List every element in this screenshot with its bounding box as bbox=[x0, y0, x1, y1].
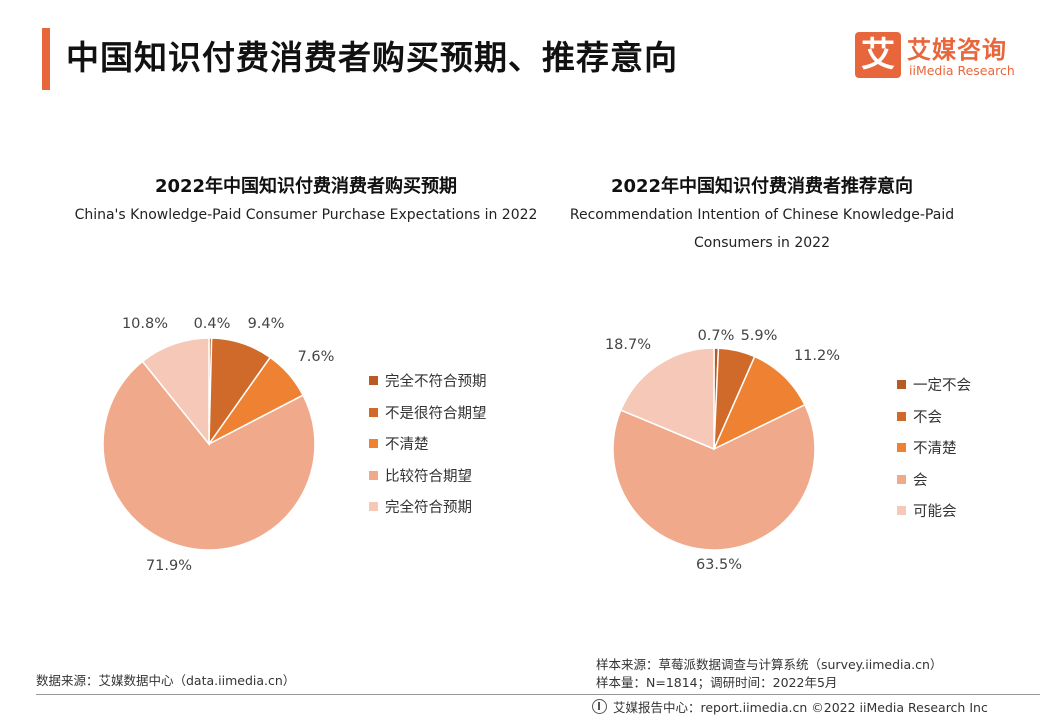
legend-label: 不是很符合期望 bbox=[385, 405, 487, 422]
chart1-title: 2022年中国知识付费消费者购买预期 bbox=[154, 176, 458, 197]
legend-label: 不清楚 bbox=[913, 441, 957, 458]
chart1-legend-item-2: 不清楚 bbox=[369, 428, 487, 460]
data-source: 数据来源：艾媒数据中心（data.iimedia.cn） bbox=[36, 673, 296, 688]
chart1-data-label-4: 10.8% bbox=[122, 316, 168, 332]
chart1-legend: 完全不符合预期 不是很符合期望 不清楚比较符合期望 完全符合预期 bbox=[369, 365, 487, 523]
legend-label: 不清楚 bbox=[385, 437, 429, 454]
chart2-data-label-4: 18.7% bbox=[605, 337, 651, 353]
legend-swatch bbox=[369, 407, 378, 417]
legend-swatch bbox=[897, 474, 906, 484]
chart1-legend-item-4: 完全符合预期 bbox=[369, 491, 487, 523]
chart2-legend: 一定不会不会不清楚会可能会 bbox=[897, 369, 971, 527]
chart2-data-label-0: 0.7% bbox=[698, 328, 735, 344]
sample-source: 样本来源：草莓派数据调查与计算系统（survey.iimedia.cn） 样本量… bbox=[596, 656, 942, 692]
chart2-legend-item-1: 不会 bbox=[897, 401, 971, 433]
chart2-data-label-2: 11.2% bbox=[794, 348, 840, 364]
chart2-subtitle: Recommendation Intention of Chinese Know… bbox=[569, 207, 955, 251]
legend-label: 一定不会 bbox=[913, 378, 971, 395]
report-center-icon bbox=[592, 699, 607, 714]
footer: 艾媒报告中心：report.iimedia.cn ©2022 iiMedia R… bbox=[592, 697, 988, 716]
legend-swatch bbox=[897, 380, 906, 390]
legend-label: 比较符合期望 bbox=[385, 468, 472, 485]
footer-divider bbox=[36, 694, 1040, 695]
legend-swatch bbox=[897, 411, 906, 421]
chart2-slice-4 bbox=[619, 347, 715, 451]
legend-swatch bbox=[369, 439, 378, 449]
logo-en-text: iiMedia Research bbox=[909, 63, 1015, 78]
chart2-slice-2 bbox=[712, 355, 806, 451]
legend-swatch bbox=[369, 470, 378, 480]
legend-swatch bbox=[897, 506, 906, 516]
legend-swatch bbox=[369, 376, 378, 386]
sample-source-line: 样本来源：草莓派数据调查与计算系统（survey.iimedia.cn） bbox=[596, 657, 943, 672]
title-accent-bar bbox=[42, 28, 50, 90]
chart1-legend-item-1: 不是很符合期望 bbox=[369, 397, 487, 429]
legend-label: 不会 bbox=[913, 409, 942, 426]
chart1-slice-3 bbox=[102, 360, 316, 551]
chart2-title: 2022年中国知识付费消费者推荐意向 bbox=[610, 176, 914, 197]
legend-label: 完全不符合预期 bbox=[385, 374, 487, 391]
chart2-data-label-3: 63.5% bbox=[696, 557, 742, 573]
chart2-legend-item-4: 可能会 bbox=[897, 495, 971, 527]
legend-label: 会 bbox=[913, 472, 928, 489]
chart2-legend-item-3: 会 bbox=[897, 464, 971, 496]
sample-size-line: 样本量：N=1814；调研时间：2022年5月 bbox=[596, 675, 838, 690]
chart1-data-label-1: 9.4% bbox=[248, 316, 285, 332]
chart1-legend-item-3: 比较符合期望 bbox=[369, 460, 487, 492]
chart1-data-label-3: 71.9% bbox=[146, 558, 192, 574]
chart2-legend-item-0: 一定不会 bbox=[897, 369, 971, 401]
chart2-legend-item-2: 不清楚 bbox=[897, 432, 971, 464]
legend-swatch bbox=[897, 443, 906, 453]
chart1-subtitle: China's Knowledge-Paid Consumer Purchase… bbox=[74, 207, 538, 223]
chart2-slice-3 bbox=[612, 403, 816, 551]
iimedia-logo: 艾 艾媒咨询 iiMedia Research bbox=[855, 30, 1025, 84]
chart1-data-label-2: 7.6% bbox=[298, 349, 335, 365]
legend-label: 完全符合预期 bbox=[385, 500, 472, 517]
legend-swatch bbox=[369, 502, 378, 512]
chart1-legend-item-0: 完全不符合预期 bbox=[369, 365, 487, 397]
logo-cn-text: 艾媒咨询 bbox=[907, 36, 1007, 64]
chart1-data-label-0: 0.4% bbox=[194, 316, 231, 332]
page-title: 中国知识付费消费者购买预期、推荐意向 bbox=[66, 38, 678, 77]
chart2-data-label-1: 5.9% bbox=[741, 328, 778, 344]
legend-label: 可能会 bbox=[913, 504, 957, 521]
chart1-slice-4 bbox=[141, 337, 210, 447]
logo-mark: 艾 bbox=[855, 32, 901, 78]
footer-text: 艾媒报告中心：report.iimedia.cn ©2022 iiMedia R… bbox=[613, 700, 988, 715]
